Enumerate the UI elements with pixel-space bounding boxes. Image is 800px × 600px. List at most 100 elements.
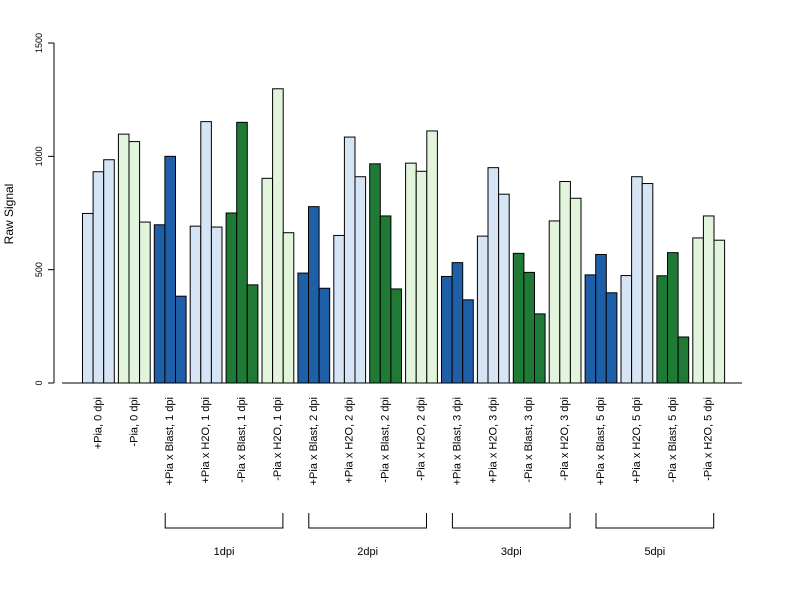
group-bracket: 1dpi [164, 513, 284, 558]
bar [261, 177, 274, 384]
bar [415, 170, 428, 384]
bar [641, 183, 654, 384]
bar [441, 275, 453, 384]
bracket-label: 3dpi [501, 546, 522, 558]
bar [713, 239, 726, 384]
bar-group [225, 121, 259, 384]
bar [92, 171, 105, 384]
bar [153, 224, 166, 384]
bracket-label: 5dpi [644, 546, 665, 558]
bracket-line [451, 513, 571, 529]
bar [272, 88, 284, 384]
bar [405, 162, 417, 384]
y-tick-label: 0 [34, 380, 44, 385]
bar-group [369, 163, 402, 384]
x-tick-label: -Pia x Blast, 1 dpi [236, 397, 248, 483]
x-tick-label: -Pia x Blast, 5 dpi [667, 397, 679, 483]
bar [318, 287, 331, 384]
x-tick-label: -Pia x Blast, 2 dpi [380, 397, 392, 483]
y-tick-label: 1500 [34, 33, 44, 53]
bar [512, 252, 525, 384]
y-axis: 0 500 1000 1500 [34, 33, 55, 386]
bar [369, 163, 381, 384]
group-bracket: 3dpi [451, 513, 571, 558]
bar [354, 176, 367, 384]
bar [584, 274, 597, 384]
bar [451, 262, 464, 384]
bar-group [297, 206, 331, 384]
bar-group [512, 252, 546, 384]
bar [139, 221, 151, 384]
bar [692, 237, 704, 384]
bar [667, 252, 679, 384]
bar [534, 313, 546, 384]
group-bracket: 2dpi [308, 513, 427, 558]
x-tick-label: -Pia x H2O, 2 dpi [416, 397, 428, 481]
bar [117, 133, 130, 384]
x-tick-label: -Pia x H2O, 1 dpi [272, 397, 284, 481]
x-tick-label: +Pia x H2O, 5 dpi [631, 397, 643, 484]
bar [548, 220, 561, 384]
bar [656, 275, 669, 384]
bar [379, 215, 392, 384]
bar [308, 206, 320, 384]
bar [164, 155, 176, 384]
x-tick-label: -Pia x Blast, 3 dpi [523, 397, 535, 483]
bar [175, 295, 187, 384]
bar [246, 284, 259, 384]
bar [462, 299, 474, 384]
x-tick-label: -Pia x H2O, 3 dpi [559, 397, 571, 481]
bar [605, 292, 618, 384]
x-tick-label: +Pia x Blast, 2 dpi [308, 397, 320, 485]
bar [523, 271, 536, 384]
bar [498, 193, 510, 384]
y-axis-label: Raw Signal [2, 184, 16, 245]
x-tick-label: +Pia, 0 dpi [92, 397, 104, 449]
bar-group [441, 262, 474, 384]
x-tick-label: +Pia x Blast, 1 dpi [164, 397, 176, 485]
bar [200, 121, 212, 384]
bar [128, 141, 141, 384]
x-tick-label: -Pia x H2O, 5 dpi [703, 397, 715, 481]
bar [487, 167, 500, 384]
bar [82, 212, 94, 384]
x-tick-label: +Pia x H2O, 3 dpi [487, 397, 499, 484]
bar [476, 235, 489, 384]
bar [569, 197, 582, 384]
bar-group [333, 136, 367, 384]
x-tick-label: +Pia x Blast, 5 dpi [595, 397, 607, 485]
bar [282, 232, 295, 384]
x-tick-labels: +Pia, 0 dpi -Pia, 0 dpi +Pia x Blast, 1 dp… [92, 397, 714, 485]
x-tick-label: +Pia x Blast, 3 dpi [451, 397, 463, 485]
bar-group [82, 159, 115, 384]
bar [631, 176, 643, 384]
bar-group [261, 88, 295, 384]
bar [559, 180, 571, 384]
bar [343, 136, 356, 384]
bars [82, 88, 726, 384]
bar [103, 159, 115, 384]
bar [236, 121, 248, 384]
x-tick-label: +Pia x H2O, 2 dpi [344, 397, 356, 484]
bracket-label: 1dpi [214, 546, 235, 558]
bracket-label: 2dpi [357, 546, 378, 558]
bar [595, 253, 607, 384]
bar [677, 336, 690, 384]
bar-group [153, 155, 187, 384]
group-brackets: 1dpi 2dpi 3dpi 5dpi [164, 513, 715, 558]
bar-group [584, 253, 618, 384]
bar [333, 234, 345, 384]
bar [210, 226, 223, 384]
bracket-line [308, 513, 427, 529]
bar-group [476, 167, 510, 384]
bar [189, 225, 202, 384]
bar-group [548, 180, 582, 384]
bracket-line [164, 513, 284, 529]
bar-group [656, 252, 690, 384]
x-tick-label: -Pia, 0 dpi [128, 397, 140, 447]
x-tick-label: +Pia x H2O, 1 dpi [200, 397, 212, 484]
bar [225, 212, 238, 384]
bar-group [117, 133, 151, 384]
y-tick-label: 500 [34, 262, 44, 277]
